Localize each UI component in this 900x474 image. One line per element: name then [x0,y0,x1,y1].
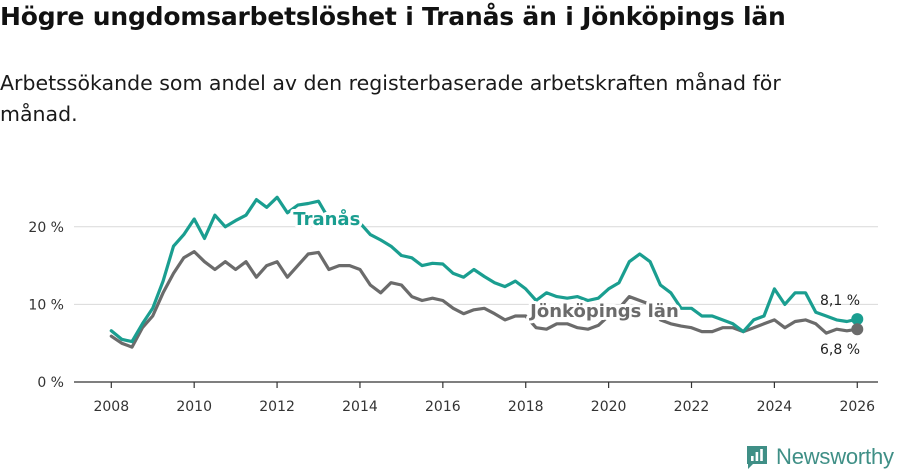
series-line-jonkoping [109,250,859,349]
x-tick-label: 2018 [508,399,544,415]
series-lines [109,195,864,349]
series-labels: Tranås Jönköpings län 8,1 % 6,8 % [290,205,860,358]
x-axis: 2008 2010 2012 2014 2016 2018 2020 2022 2024 2026 [74,381,878,415]
end-label-tranas: 8,1 % [820,293,860,309]
series-label-tranas: Tranås [293,208,360,230]
y-tick-label: 0 % [37,375,64,391]
x-tick-label: 2016 [425,399,461,415]
series-label-jonkoping: Jönköpings län [528,301,679,322]
end-point-jonkoping [851,323,864,336]
y-tick-label: 20 % [28,220,64,236]
y-tick-label: 10 % [28,297,64,313]
series-line-tranas [109,195,859,344]
y-axis-ticks: 0 % 10 % 20 % [28,220,64,391]
grid-lines [74,226,878,305]
brand-name: Newsworthy [776,444,894,469]
x-tick-label: 2008 [93,399,129,415]
x-tick-label: 2020 [591,399,627,415]
x-tick-label: 2024 [757,399,793,415]
newsworthy-logo-icon [747,446,767,469]
x-tick-label: 2026 [839,399,875,415]
brand-logo: Newsworthy [745,442,894,472]
chart-subtitle: Arbetssökande som andel av den registerb… [0,71,781,126]
end-point-tranas [851,313,864,326]
chart-title: Högre ungdomsarbetslöshet i Tranås än i … [0,2,786,31]
x-tick-label: 2014 [342,399,378,415]
x-tick-label: 2022 [674,399,710,415]
end-label-jonkoping: 6,8 % [820,342,860,358]
x-tick-label: 2010 [176,399,212,415]
x-tick-label: 2012 [259,399,295,415]
